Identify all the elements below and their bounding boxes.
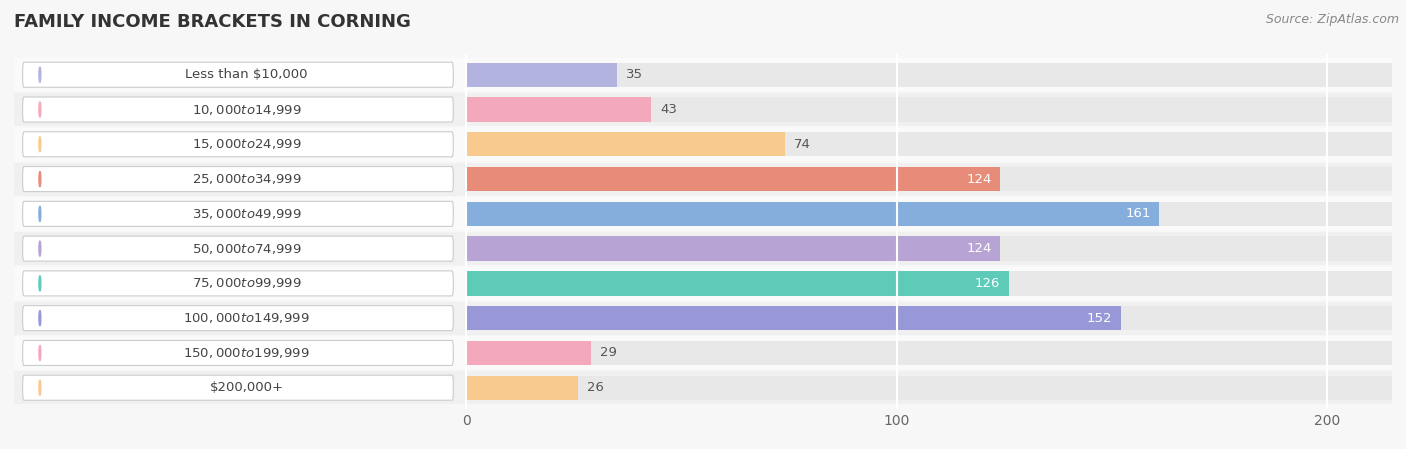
Text: $10,000 to $14,999: $10,000 to $14,999	[191, 102, 301, 117]
Bar	[467, 341, 1392, 365]
Bar	[14, 163, 1392, 196]
Circle shape	[39, 67, 41, 83]
Text: 29: 29	[600, 347, 617, 360]
Text: 26: 26	[586, 381, 603, 394]
Bar	[14, 302, 1392, 335]
Bar	[467, 167, 1392, 191]
Circle shape	[39, 206, 41, 221]
Text: $200,000+: $200,000+	[209, 381, 284, 394]
Bar	[467, 341, 591, 365]
Bar	[14, 197, 1392, 230]
Bar	[14, 336, 1392, 370]
Bar	[467, 306, 1392, 330]
Bar	[14, 58, 1392, 91]
FancyBboxPatch shape	[22, 236, 453, 261]
Circle shape	[39, 172, 41, 187]
Text: 124: 124	[966, 242, 991, 255]
Bar	[467, 132, 1392, 156]
Bar	[14, 232, 1392, 265]
Bar	[467, 167, 1000, 191]
Text: 152: 152	[1087, 312, 1112, 325]
Bar	[467, 62, 617, 87]
Bar	[467, 271, 1392, 295]
Bar	[467, 375, 1392, 400]
Bar	[467, 237, 1392, 261]
Bar	[467, 132, 785, 156]
Text: 74: 74	[793, 138, 810, 151]
FancyBboxPatch shape	[22, 62, 453, 87]
Text: $150,000 to $199,999: $150,000 to $199,999	[183, 346, 309, 360]
Text: 161: 161	[1125, 207, 1152, 220]
Text: Source: ZipAtlas.com: Source: ZipAtlas.com	[1265, 13, 1399, 26]
Bar	[467, 375, 578, 400]
Circle shape	[39, 102, 41, 117]
Bar	[14, 267, 1392, 300]
FancyBboxPatch shape	[22, 167, 453, 192]
FancyBboxPatch shape	[22, 201, 453, 226]
Bar	[467, 237, 1000, 261]
Circle shape	[39, 380, 41, 396]
Bar	[467, 271, 1008, 295]
Circle shape	[39, 311, 41, 326]
Circle shape	[39, 345, 41, 361]
FancyBboxPatch shape	[22, 271, 453, 296]
Bar	[14, 371, 1392, 404]
Bar	[467, 202, 1160, 226]
Text: Less than $10,000: Less than $10,000	[186, 68, 308, 81]
Bar	[14, 93, 1392, 126]
Text: 124: 124	[966, 172, 991, 185]
Text: $25,000 to $34,999: $25,000 to $34,999	[191, 172, 301, 186]
Text: 43: 43	[659, 103, 676, 116]
Bar	[467, 306, 1121, 330]
Text: $35,000 to $49,999: $35,000 to $49,999	[191, 207, 301, 221]
FancyBboxPatch shape	[22, 340, 453, 365]
Circle shape	[39, 276, 41, 291]
Text: $15,000 to $24,999: $15,000 to $24,999	[191, 137, 301, 151]
Text: 35: 35	[626, 68, 643, 81]
Text: $100,000 to $149,999: $100,000 to $149,999	[183, 311, 309, 325]
Text: $50,000 to $74,999: $50,000 to $74,999	[191, 242, 301, 255]
FancyBboxPatch shape	[22, 132, 453, 157]
Text: FAMILY INCOME BRACKETS IN CORNING: FAMILY INCOME BRACKETS IN CORNING	[14, 13, 411, 31]
Bar	[14, 128, 1392, 161]
Text: 126: 126	[974, 277, 1000, 290]
Bar	[467, 97, 651, 122]
Bar	[467, 202, 1392, 226]
Text: $75,000 to $99,999: $75,000 to $99,999	[191, 277, 301, 291]
FancyBboxPatch shape	[22, 97, 453, 122]
Circle shape	[39, 241, 41, 256]
Bar	[467, 97, 1392, 122]
FancyBboxPatch shape	[22, 375, 453, 400]
Circle shape	[39, 136, 41, 152]
Bar	[467, 62, 1392, 87]
FancyBboxPatch shape	[22, 306, 453, 331]
